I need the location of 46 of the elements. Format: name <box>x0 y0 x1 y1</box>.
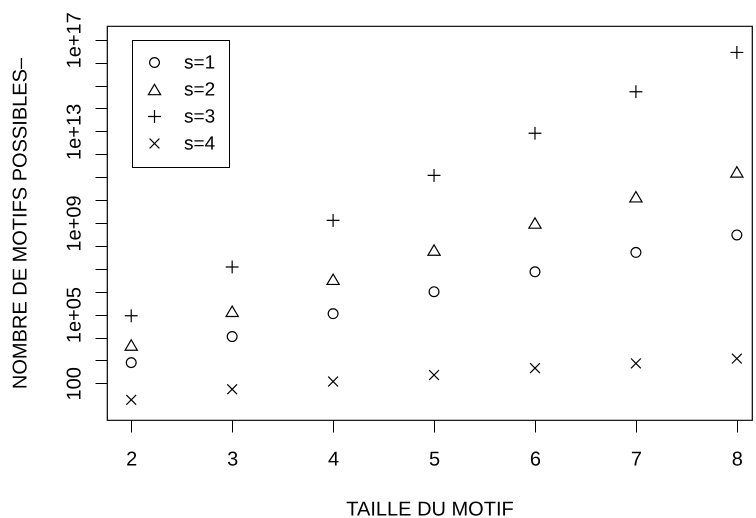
legend-label: s=1 <box>184 52 216 74</box>
point <box>225 260 240 274</box>
point <box>630 358 642 369</box>
point <box>326 213 340 228</box>
point <box>529 362 540 374</box>
point <box>126 357 137 368</box>
y-axis-title: NOMBRE DE MOTIFS POSSIBLES– <box>10 57 32 390</box>
point <box>629 190 643 203</box>
y-tick-label: 1e+13 <box>64 104 86 160</box>
y-tick-label: 100 <box>64 367 86 400</box>
point <box>730 166 744 178</box>
x-axis-title: TAILLE DU MOTIF <box>346 498 514 518</box>
x-tick-label: 7 <box>630 448 642 470</box>
point <box>427 244 441 256</box>
x-tick-label: 4 <box>328 448 340 470</box>
point <box>528 126 542 140</box>
point <box>428 286 440 298</box>
point <box>328 376 339 387</box>
point <box>528 217 542 229</box>
legend-label: s=3 <box>184 106 216 128</box>
x-tick-label: 3 <box>227 448 238 470</box>
y-tick-label: 1e+09 <box>64 195 86 252</box>
point <box>328 308 339 320</box>
point <box>226 384 238 395</box>
y-tick-label: 1e+17 <box>64 12 86 68</box>
x-tick-label: 2 <box>126 448 138 470</box>
point <box>731 353 742 364</box>
x-tick-label: 5 <box>428 448 440 470</box>
x-tick-label: 8 <box>732 448 743 470</box>
y-tick-label: 1e+05 <box>64 287 86 344</box>
point <box>326 273 340 286</box>
point <box>730 45 744 60</box>
point <box>225 305 239 318</box>
point <box>628 84 643 99</box>
legend-label: s=4 <box>184 134 216 154</box>
point <box>124 339 138 351</box>
point <box>529 266 540 278</box>
point <box>124 308 138 323</box>
point <box>126 394 137 406</box>
point <box>226 331 238 342</box>
x-tick-label: 6 <box>530 448 542 470</box>
point <box>428 370 440 381</box>
point <box>630 246 642 258</box>
legend-label: s=2 <box>184 80 216 100</box>
point <box>731 229 742 240</box>
point <box>427 168 442 182</box>
